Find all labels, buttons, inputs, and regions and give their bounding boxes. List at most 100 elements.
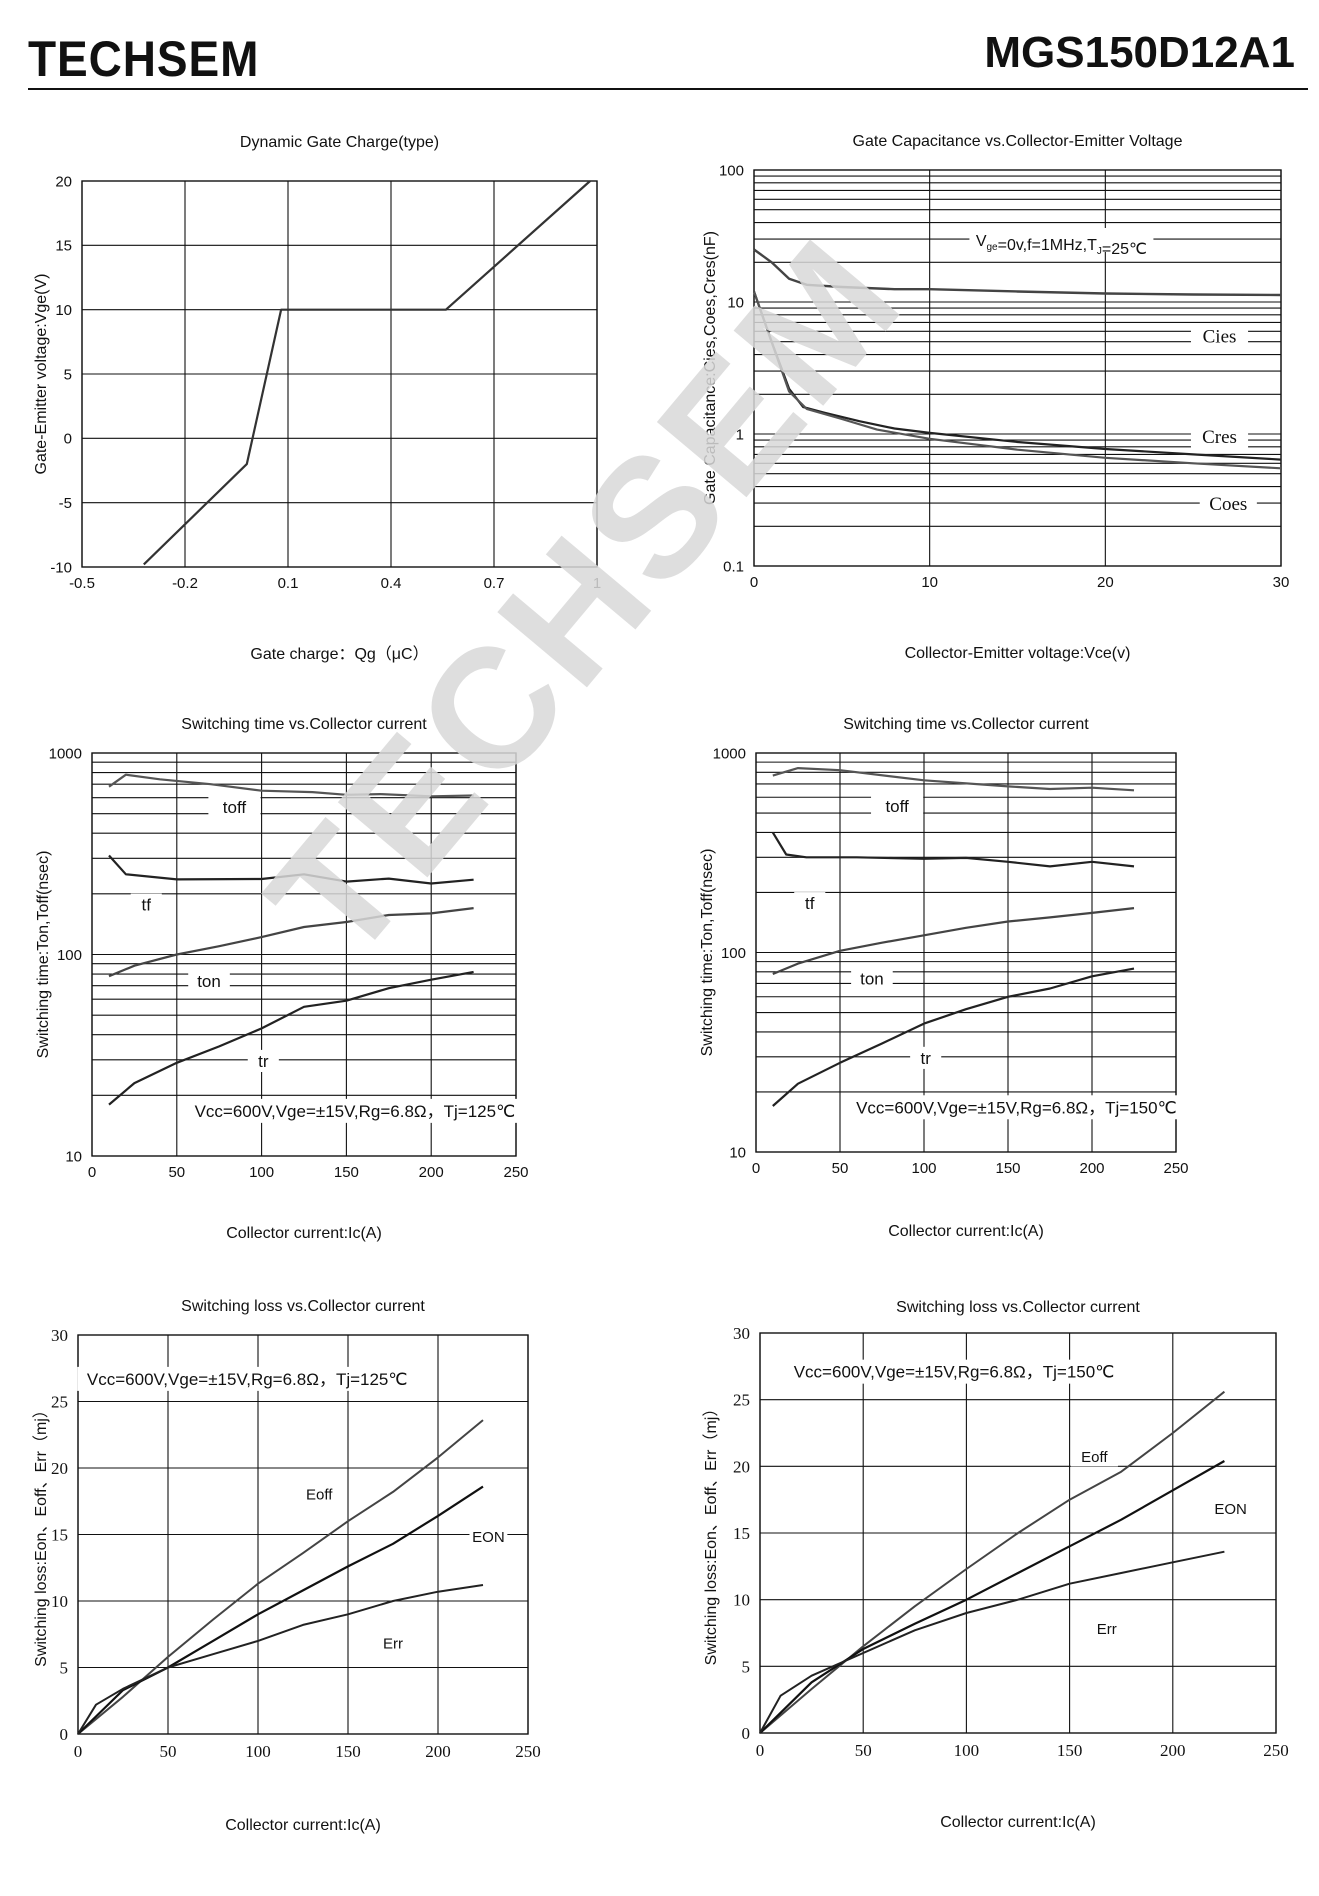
y-tick-label: 30 [733,1324,750,1343]
y-tick-label: -10 [50,559,72,576]
y-tick-label: 5 [60,1658,69,1677]
annotation-bg [1190,323,1249,349]
y-tick-label: 1000 [713,745,746,762]
annotation-bg [871,795,924,818]
x-tick-label: 100 [249,1164,274,1181]
chart-title: Switching time vs.Collector current [843,716,1089,733]
annotation-bg [374,1633,412,1653]
chart-title: Dynamic Gate Charge(type) [240,134,439,151]
x-tick-label: 150 [995,1160,1020,1177]
condition-text: Vcc=600V,Vge=±15V,Rg=6.8Ω，Tj=150℃ [856,1098,1177,1117]
series-coes-line [752,291,1282,470]
x-tick-label: 50 [832,1160,849,1177]
series-err-line [77,1584,484,1735]
header-divider [28,88,1308,90]
y-axis-label: Switching loss:Eon、Eoff、Err（mj） [702,1401,720,1666]
x-tick-label: 10 [921,574,938,591]
y-tick-label: 15 [733,1524,750,1543]
condition-bg [184,1098,525,1123]
x-tick-label: 30 [1273,574,1290,591]
annotation-label: Coes [1209,494,1247,515]
x-tick-label: 0 [750,574,758,591]
x-tick-label: 50 [855,1741,872,1760]
chart-switching-loss-125: 0 50 100 150 200 250 0 5 10 15 20 25 30 Switching los… [32,1298,541,1834]
chart-title: Gate Capacitance vs.Collector-Emitter Vo… [853,133,1183,150]
condition-bg [846,1095,1187,1120]
y-tick-label: 1 [736,426,744,443]
x-tick-label: 200 [1160,1741,1186,1760]
annotation-bg [1190,423,1249,449]
annotation-label: Cies [1203,326,1237,347]
series-toff-line [108,773,474,798]
annotation-bg [1211,1498,1250,1519]
x-tick-label: 100 [245,1742,271,1761]
chart-gate-capacitance: 0 10 20 30 0.1 1 10 100 Gate Capacitance vs.Coll… [702,133,1290,662]
y-tick-label: 10 [729,1144,746,1161]
annotation-bg [851,967,893,990]
x-tick-label: 1 [593,575,601,592]
annotation-label: tr [258,1052,269,1071]
plot-frame [753,169,1282,567]
annotation-label: EON [472,1529,505,1546]
x-tick-label: 0.7 [484,575,505,592]
annotation-label: Cres [1202,427,1237,448]
condition-bg [77,1366,418,1391]
x-tick-label: 20 [1097,574,1114,591]
chart-gate-charge: -0.5 -0.2 0.1 0.4 0.7 1 -10 -5 0 5 10 15 20 Dynamic G… [33,134,601,663]
x-tick-label: 50 [168,1164,185,1181]
annotation-label: Eoff [306,1487,333,1504]
y-tick-label: 30 [51,1326,68,1345]
x-axis-label: Collector current:Ic(A) [225,1817,381,1834]
y-tick-label: 5 [64,366,72,383]
annotation-bg [794,892,826,915]
series-tf-line [771,831,1135,868]
series-tr-line [772,967,1135,1107]
plot-frame [77,1334,529,1735]
series-ton-line [108,907,474,978]
y-tick-label: 0.1 [723,558,744,575]
y-tick-label: 1000 [49,745,82,762]
annotation-bg [130,893,162,916]
y-tick-label: 15 [51,1525,68,1544]
x-tick-label: 0.1 [278,575,299,592]
y-tick-label: 10 [51,1592,68,1611]
annotation-bg [208,795,261,818]
x-tick-label: 150 [335,1742,361,1761]
chart-title: Switching loss vs.Collector current [896,1299,1140,1316]
chart-switching-loss-150: 0 50 100 150 200 250 0 5 10 15 20 25 30 Switching los… [702,1299,1289,1831]
plot-frame [755,752,1177,1153]
y-tick-label: 20 [51,1459,68,1478]
y-tick-label: 20 [55,173,72,190]
plot-frame [759,1332,1277,1734]
y-tick-label: 100 [721,945,746,962]
y-tick-label: 10 [65,1148,82,1165]
y-tick-label: 0 [60,1725,69,1744]
annotation-label: Eoff [1081,1449,1108,1466]
annotation-label: tr [920,1049,931,1068]
annotation-label: tf [805,894,815,913]
x-tick-label: 0 [88,1164,96,1181]
condition-text: Vcc=600V,Vge=±15V,Rg=6.8Ω，Tj=150℃ [794,1363,1115,1382]
series-err-line [759,1550,1225,1734]
x-axis-label: Collector-Emitter voltage:Vce(v) [905,645,1131,662]
annotation-bg [1087,1618,1126,1639]
annotation-bg [247,1049,279,1072]
y-tick-label: 10 [727,294,744,311]
condition-bg [784,1359,1125,1384]
annotation-label: Err [1097,1621,1117,1638]
series-eoff-line [77,1419,484,1735]
x-tick-label: 250 [515,1742,541,1761]
y-axis-label: Switching time:Ton,Toff(nsec) [699,849,716,1057]
series-toff-line [772,767,1135,792]
y-tick-label: 10 [55,302,72,319]
y-tick-label: -5 [59,495,72,512]
x-tick-label: 0.4 [381,575,402,592]
x-axis-label: Collector current:Ic(A) [940,1814,1096,1831]
x-tick-label: 0 [752,1160,760,1177]
y-axis-label: Switching loss:Eon、Eoff、Err（mj） [32,1402,50,1667]
x-tick-label: 250 [503,1164,528,1181]
series-tf-line [108,854,474,885]
brand-logo: TECHSEM [28,31,260,87]
chart-title: Switching loss vs.Collector current [181,1298,425,1315]
condition-text: Vcc=600V,Vge=±15V,Rg=6.8Ω，Tj=125℃ [195,1102,516,1121]
